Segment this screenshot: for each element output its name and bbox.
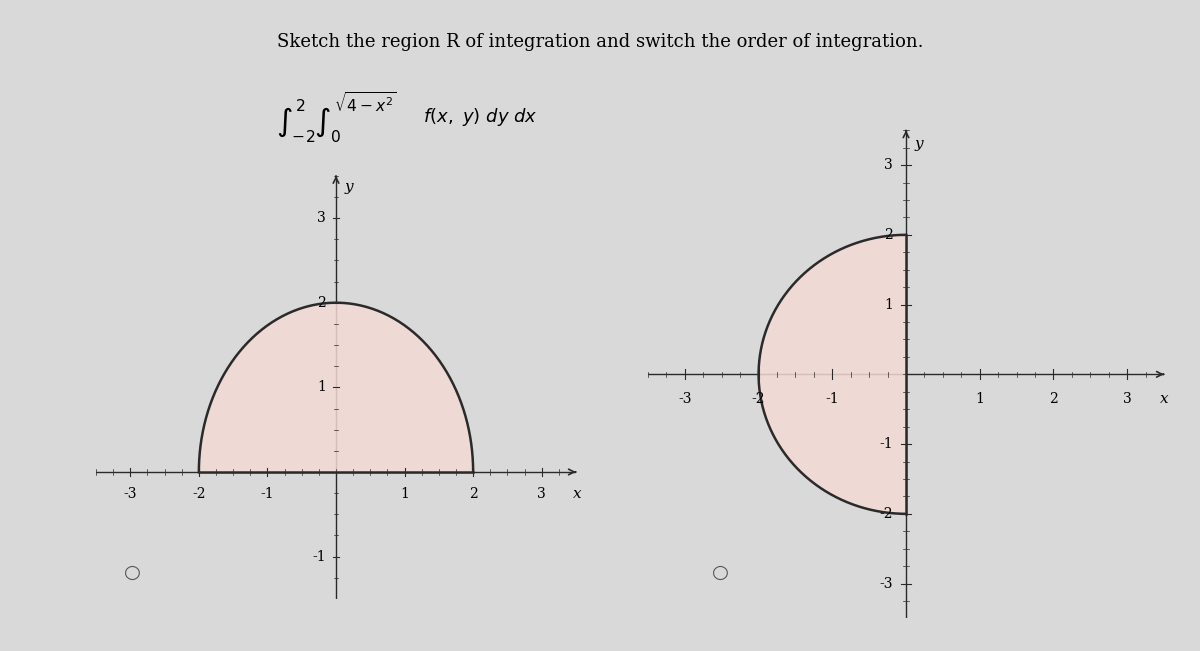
Text: -1: -1: [826, 392, 839, 406]
Text: -1: -1: [880, 437, 893, 451]
Text: 2: 2: [469, 487, 478, 501]
Text: -3: -3: [124, 487, 137, 501]
Text: Sketch the region R of integration and switch the order of integration.: Sketch the region R of integration and s…: [277, 33, 923, 51]
Text: y: y: [914, 137, 924, 151]
Text: $f(x,\ y)\ dy\ dx$: $f(x,\ y)\ dy\ dx$: [422, 106, 538, 128]
Text: -3: -3: [880, 577, 893, 590]
Text: y: y: [344, 180, 353, 194]
Text: -1: -1: [260, 487, 275, 501]
Polygon shape: [758, 235, 906, 514]
Text: x: x: [572, 487, 581, 501]
Text: 3: 3: [538, 487, 546, 501]
Text: 1: 1: [884, 298, 893, 312]
Text: $\int_{-2}^{2}\int_{0}^{\sqrt{4-x^2}}$: $\int_{-2}^{2}\int_{0}^{\sqrt{4-x^2}}$: [276, 90, 396, 145]
Text: -3: -3: [678, 392, 691, 406]
Text: 1: 1: [400, 487, 409, 501]
Text: 2: 2: [317, 296, 325, 310]
Text: -2: -2: [192, 487, 205, 501]
Text: x: x: [1160, 392, 1169, 406]
Text: 3: 3: [1123, 392, 1132, 406]
Text: -1: -1: [312, 549, 325, 564]
Text: 2: 2: [884, 228, 893, 242]
Text: 3: 3: [317, 211, 325, 225]
Text: ○: ○: [124, 563, 140, 583]
Text: 1: 1: [976, 392, 984, 406]
Text: 3: 3: [884, 158, 893, 172]
Text: -2: -2: [752, 392, 766, 406]
Text: 2: 2: [1049, 392, 1058, 406]
Text: ○: ○: [712, 563, 728, 583]
Text: 1: 1: [317, 380, 325, 395]
Text: -2: -2: [880, 507, 893, 521]
Polygon shape: [199, 303, 473, 472]
